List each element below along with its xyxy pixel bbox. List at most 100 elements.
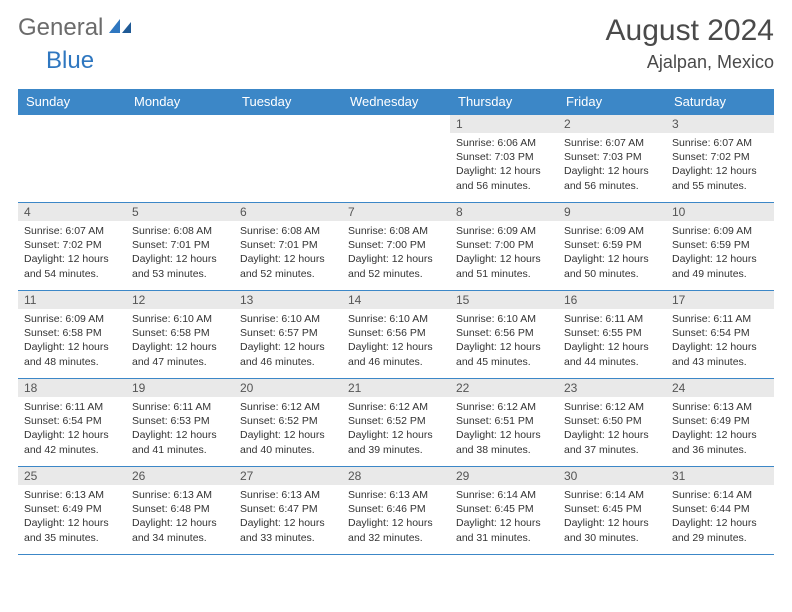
calendar-day-cell: 24Sunrise: 6:13 AMSunset: 6:49 PMDayligh… [666, 379, 774, 467]
month-title: August 2024 [606, 14, 774, 48]
weekday-header-row: SundayMondayTuesdayWednesdayThursdayFrid… [18, 89, 774, 115]
calendar-day-cell: 17Sunrise: 6:11 AMSunset: 6:54 PMDayligh… [666, 291, 774, 379]
day-number: 26 [126, 467, 234, 485]
day-info: Sunrise: 6:12 AMSunset: 6:52 PMDaylight:… [342, 397, 450, 461]
calendar-day-cell: 27Sunrise: 6:13 AMSunset: 6:47 PMDayligh… [234, 467, 342, 555]
day-number: 20 [234, 379, 342, 397]
day-number: 2 [558, 115, 666, 133]
day-info: Sunrise: 6:10 AMSunset: 6:57 PMDaylight:… [234, 309, 342, 373]
day-number: 29 [450, 467, 558, 485]
calendar-day-cell: 7Sunrise: 6:08 AMSunset: 7:00 PMDaylight… [342, 203, 450, 291]
calendar-day-cell: 11Sunrise: 6:09 AMSunset: 6:58 PMDayligh… [18, 291, 126, 379]
calendar-week-row: 1Sunrise: 6:06 AMSunset: 7:03 PMDaylight… [18, 115, 774, 203]
weekday-header: Wednesday [342, 89, 450, 115]
calendar-day-cell: 10Sunrise: 6:09 AMSunset: 6:59 PMDayligh… [666, 203, 774, 291]
day-number: 3 [666, 115, 774, 133]
calendar-day-cell: 13Sunrise: 6:10 AMSunset: 6:57 PMDayligh… [234, 291, 342, 379]
title-block: August 2024 Ajalpan, Mexico [606, 14, 774, 73]
day-info: Sunrise: 6:12 AMSunset: 6:50 PMDaylight:… [558, 397, 666, 461]
calendar-day-cell: 3Sunrise: 6:07 AMSunset: 7:02 PMDaylight… [666, 115, 774, 203]
day-number: 23 [558, 379, 666, 397]
day-number: 4 [18, 203, 126, 221]
calendar-day-cell: 30Sunrise: 6:14 AMSunset: 6:45 PMDayligh… [558, 467, 666, 555]
day-number: 10 [666, 203, 774, 221]
calendar-day-cell: 14Sunrise: 6:10 AMSunset: 6:56 PMDayligh… [342, 291, 450, 379]
day-number: 18 [18, 379, 126, 397]
day-info: Sunrise: 6:09 AMSunset: 6:59 PMDaylight:… [558, 221, 666, 285]
day-info: Sunrise: 6:13 AMSunset: 6:48 PMDaylight:… [126, 485, 234, 549]
weekday-header: Monday [126, 89, 234, 115]
day-info: Sunrise: 6:11 AMSunset: 6:54 PMDaylight:… [18, 397, 126, 461]
brand-sail-icon [109, 17, 131, 40]
calendar-day-cell: 19Sunrise: 6:11 AMSunset: 6:53 PMDayligh… [126, 379, 234, 467]
brand-logo: General [18, 14, 133, 42]
day-number: 31 [666, 467, 774, 485]
day-info: Sunrise: 6:09 AMSunset: 6:58 PMDaylight:… [18, 309, 126, 373]
calendar-empty-cell [126, 115, 234, 203]
weekday-header: Sunday [18, 89, 126, 115]
brand-blue: Blue [46, 47, 94, 74]
calendar-day-cell: 8Sunrise: 6:09 AMSunset: 7:00 PMDaylight… [450, 203, 558, 291]
day-number: 14 [342, 291, 450, 309]
calendar-day-cell: 1Sunrise: 6:06 AMSunset: 7:03 PMDaylight… [450, 115, 558, 203]
day-info: Sunrise: 6:07 AMSunset: 7:02 PMDaylight:… [666, 133, 774, 197]
day-number: 19 [126, 379, 234, 397]
day-info: Sunrise: 6:14 AMSunset: 6:45 PMDaylight:… [558, 485, 666, 549]
calendar-day-cell: 12Sunrise: 6:10 AMSunset: 6:58 PMDayligh… [126, 291, 234, 379]
day-number: 1 [450, 115, 558, 133]
calendar-day-cell: 23Sunrise: 6:12 AMSunset: 6:50 PMDayligh… [558, 379, 666, 467]
day-info: Sunrise: 6:10 AMSunset: 6:56 PMDaylight:… [450, 309, 558, 373]
weekday-header: Saturday [666, 89, 774, 115]
calendar-week-row: 4Sunrise: 6:07 AMSunset: 7:02 PMDaylight… [18, 203, 774, 291]
day-info: Sunrise: 6:08 AMSunset: 7:01 PMDaylight:… [234, 221, 342, 285]
day-info: Sunrise: 6:14 AMSunset: 6:45 PMDaylight:… [450, 485, 558, 549]
brand-general: General [18, 14, 103, 42]
calendar-day-cell: 5Sunrise: 6:08 AMSunset: 7:01 PMDaylight… [126, 203, 234, 291]
day-info: Sunrise: 6:07 AMSunset: 7:03 PMDaylight:… [558, 133, 666, 197]
calendar-day-cell: 29Sunrise: 6:14 AMSunset: 6:45 PMDayligh… [450, 467, 558, 555]
day-info: Sunrise: 6:14 AMSunset: 6:44 PMDaylight:… [666, 485, 774, 549]
location: Ajalpan, Mexico [606, 52, 774, 73]
calendar-day-cell: 9Sunrise: 6:09 AMSunset: 6:59 PMDaylight… [558, 203, 666, 291]
day-number: 25 [18, 467, 126, 485]
day-info: Sunrise: 6:11 AMSunset: 6:53 PMDaylight:… [126, 397, 234, 461]
day-info: Sunrise: 6:12 AMSunset: 6:51 PMDaylight:… [450, 397, 558, 461]
day-info: Sunrise: 6:08 AMSunset: 7:01 PMDaylight:… [126, 221, 234, 285]
day-number: 6 [234, 203, 342, 221]
calendar-day-cell: 6Sunrise: 6:08 AMSunset: 7:01 PMDaylight… [234, 203, 342, 291]
weekday-header: Friday [558, 89, 666, 115]
calendar-day-cell: 31Sunrise: 6:14 AMSunset: 6:44 PMDayligh… [666, 467, 774, 555]
weekday-header: Thursday [450, 89, 558, 115]
day-info: Sunrise: 6:06 AMSunset: 7:03 PMDaylight:… [450, 133, 558, 197]
calendar-week-row: 25Sunrise: 6:13 AMSunset: 6:49 PMDayligh… [18, 467, 774, 555]
day-number: 15 [450, 291, 558, 309]
calendar-day-cell: 18Sunrise: 6:11 AMSunset: 6:54 PMDayligh… [18, 379, 126, 467]
calendar-week-row: 11Sunrise: 6:09 AMSunset: 6:58 PMDayligh… [18, 291, 774, 379]
calendar-day-cell: 28Sunrise: 6:13 AMSunset: 6:46 PMDayligh… [342, 467, 450, 555]
day-number: 24 [666, 379, 774, 397]
day-number: 27 [234, 467, 342, 485]
day-info: Sunrise: 6:13 AMSunset: 6:49 PMDaylight:… [666, 397, 774, 461]
day-info: Sunrise: 6:13 AMSunset: 6:47 PMDaylight:… [234, 485, 342, 549]
day-number: 13 [234, 291, 342, 309]
day-info: Sunrise: 6:09 AMSunset: 6:59 PMDaylight:… [666, 221, 774, 285]
day-number: 12 [126, 291, 234, 309]
day-info: Sunrise: 6:09 AMSunset: 7:00 PMDaylight:… [450, 221, 558, 285]
day-info: Sunrise: 6:11 AMSunset: 6:54 PMDaylight:… [666, 309, 774, 373]
calendar-empty-cell [342, 115, 450, 203]
calendar-day-cell: 21Sunrise: 6:12 AMSunset: 6:52 PMDayligh… [342, 379, 450, 467]
calendar-day-cell: 2Sunrise: 6:07 AMSunset: 7:03 PMDaylight… [558, 115, 666, 203]
calendar-week-row: 18Sunrise: 6:11 AMSunset: 6:54 PMDayligh… [18, 379, 774, 467]
calendar-day-cell: 26Sunrise: 6:13 AMSunset: 6:48 PMDayligh… [126, 467, 234, 555]
day-number: 7 [342, 203, 450, 221]
day-number: 16 [558, 291, 666, 309]
calendar-table: SundayMondayTuesdayWednesdayThursdayFrid… [18, 89, 774, 555]
day-info: Sunrise: 6:13 AMSunset: 6:46 PMDaylight:… [342, 485, 450, 549]
calendar-day-cell: 15Sunrise: 6:10 AMSunset: 6:56 PMDayligh… [450, 291, 558, 379]
day-number: 17 [666, 291, 774, 309]
calendar-day-cell: 16Sunrise: 6:11 AMSunset: 6:55 PMDayligh… [558, 291, 666, 379]
calendar-empty-cell [18, 115, 126, 203]
day-info: Sunrise: 6:12 AMSunset: 6:52 PMDaylight:… [234, 397, 342, 461]
calendar-day-cell: 25Sunrise: 6:13 AMSunset: 6:49 PMDayligh… [18, 467, 126, 555]
day-number: 8 [450, 203, 558, 221]
